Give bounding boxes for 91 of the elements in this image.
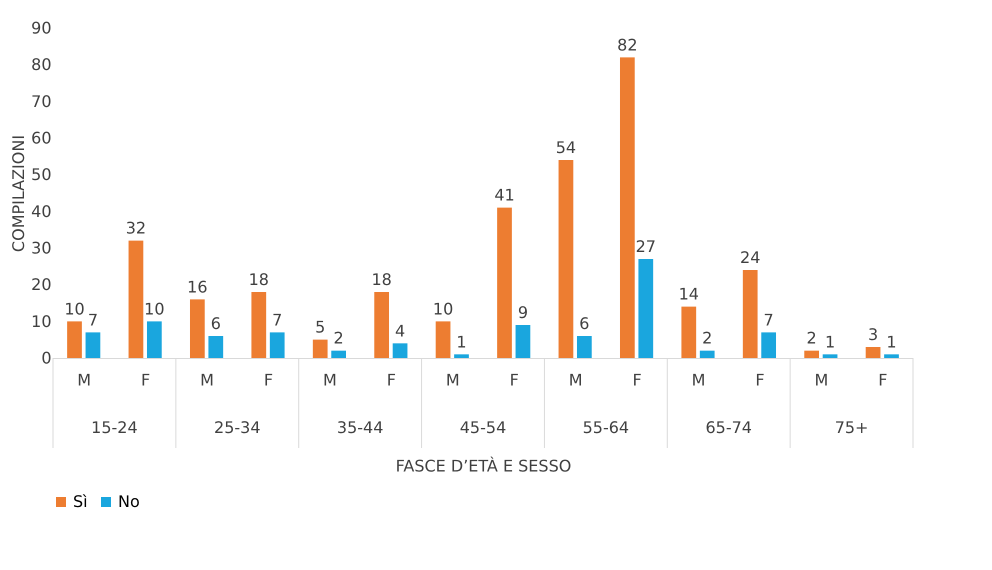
data-label: 7 [764,310,774,330]
y-tick-label: 20 [31,275,52,294]
text: 75+ [834,418,868,437]
y-tick-label: 50 [31,165,52,184]
y-tick-label: 60 [31,128,52,148]
data-label: 7 [88,310,98,330]
data-label: 24 [740,248,760,267]
text: 15-24 [91,418,138,437]
data-label: 18 [371,270,392,289]
x-tick-label: M [814,370,828,390]
data-label: 1 [886,332,897,352]
x-axis-title: FASCE D’ETÀ E SESSO [396,456,572,476]
text: 65-74 [705,418,752,437]
data-label: 2 [806,328,817,348]
bar [374,292,390,358]
x-tick-label: M [446,370,460,390]
bar [331,350,346,358]
data-label: 4 [394,321,406,340]
data-label: 1 [456,332,467,352]
x-tick-label: M [200,370,214,390]
bar [558,160,574,358]
data-label: 10 [64,299,85,318]
x-tick-label: F [632,370,642,390]
bar [190,299,205,358]
bar [822,354,838,358]
text: 25-34 [214,418,261,437]
bar [884,354,899,358]
legend-label: No [118,492,140,511]
data-label: 7 [272,310,282,330]
bar [804,350,820,358]
y-tick-label: 30 [31,238,52,258]
x-tick-label: M [568,370,583,390]
bar [454,354,469,358]
bar [742,270,758,358]
legend-label: Sì [73,492,88,511]
data-label: 10 [432,299,454,318]
x-tick-label: M [77,370,92,390]
bar [67,321,82,358]
data-label: 14 [678,284,699,304]
text: 55-64 [582,418,630,437]
x-tick-label: M [323,370,337,390]
bar [86,332,100,358]
bar [576,336,592,358]
bar [516,325,530,358]
data-label: 5 [315,318,326,337]
data-label: 2 [334,328,344,348]
bar [146,321,162,358]
y-tick-label: 70 [31,92,52,111]
x-tick-label: F [755,370,765,390]
y-tick-label: 10 [31,312,52,331]
bar [866,347,880,358]
bar [251,292,266,358]
data-label: 41 [494,186,515,205]
data-label: 16 [187,277,208,296]
data-label: 10 [144,299,165,318]
bar [436,321,450,358]
x-tick-label: F [510,370,519,390]
data-label: 6 [210,314,221,333]
data-label: 1 [824,332,836,352]
data-label: 18 [248,270,269,289]
bar [681,306,696,358]
bar [312,340,328,358]
bar [620,57,635,358]
x-tick-label: M [692,370,706,390]
x-tick-label: F [386,370,396,390]
bar [128,240,144,358]
x-tick-label: F [878,370,888,390]
bar [270,332,285,358]
y-tick-label: 90 [31,18,52,38]
data-label: 27 [636,237,656,256]
bar [700,350,715,358]
x-tick-label: F [141,370,150,390]
bar [638,259,654,358]
data-label: 54 [556,138,576,157]
bar [392,343,408,358]
y-tick-label: 40 [31,202,52,221]
text: 35-44 [336,418,384,437]
bar [497,208,512,358]
data-label: 9 [518,303,528,322]
data-label: 6 [579,314,590,333]
data-label: 32 [126,218,146,238]
bar [761,332,776,358]
data-label: 3 [868,325,878,344]
data-label: 82 [617,35,638,54]
y-tick-label: 0 [41,348,52,368]
bar [208,336,224,358]
y-tick-label: 80 [31,55,52,74]
text: 45-54 [460,418,506,437]
x-tick-label: F [264,370,274,390]
y-axis-title: COMPILAZIONI [9,134,28,252]
data-label: 2 [702,328,712,348]
